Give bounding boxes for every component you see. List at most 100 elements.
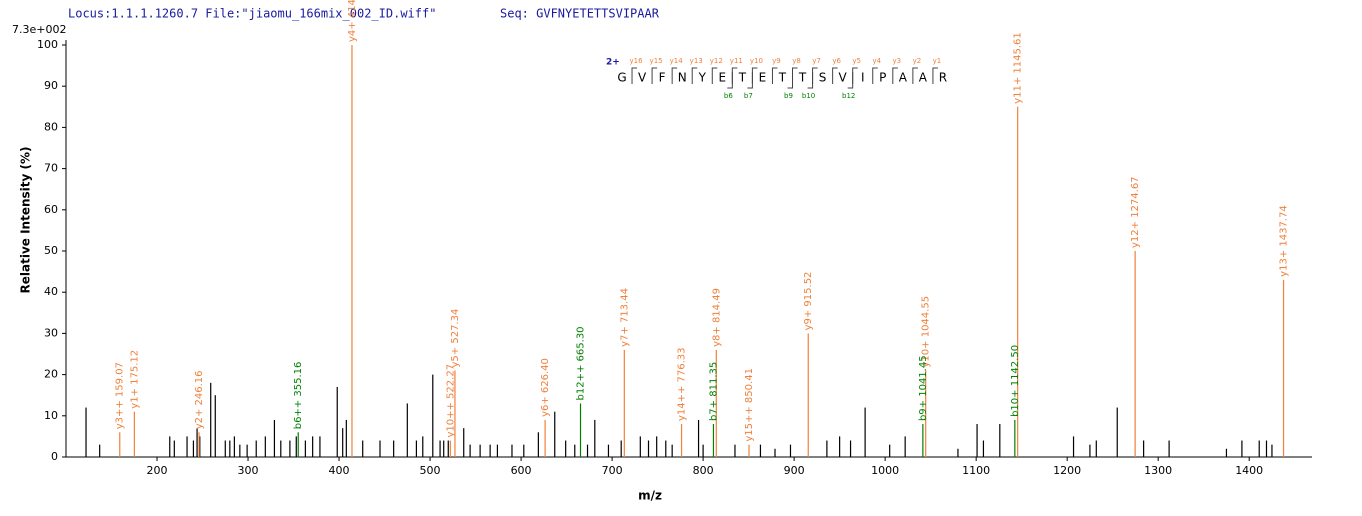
x-tick-label: 1300 — [1144, 464, 1172, 477]
y-ion: y8 — [792, 57, 801, 65]
residue: V — [638, 71, 647, 85]
y-ion-bracket — [912, 67, 918, 84]
y-ion: y12 — [710, 57, 723, 65]
residue: T — [778, 71, 787, 85]
b-ion-bracket — [787, 72, 794, 89]
peak-label: y7+ 713.44 — [619, 288, 630, 347]
y-tick-label: 90 — [44, 79, 58, 92]
y-ion: y15 — [650, 57, 663, 65]
residue: N — [678, 71, 687, 85]
residue: I — [861, 71, 865, 85]
y-ion: y3 — [893, 57, 902, 65]
y-ion-bracket — [792, 67, 798, 84]
y-ion-bracket — [932, 67, 938, 84]
y-ion-bracket — [651, 67, 658, 84]
residue: A — [899, 71, 908, 85]
peak-label: y2+ 246.16 — [194, 370, 205, 429]
peak-label: y13+ 1437.74 — [1279, 205, 1290, 277]
residue: V — [839, 71, 848, 85]
y-ion-bracket — [771, 67, 778, 84]
x-tick-label: 500 — [420, 464, 441, 477]
peak-label: y5+ 527.34 — [450, 309, 461, 368]
y-ion: y13 — [690, 57, 703, 65]
max-intensity: 7.3e+002 — [12, 23, 66, 36]
peak-label: y3++ 159.07 — [115, 362, 126, 429]
y-ion: y4 — [872, 57, 881, 65]
b-ion: b12 — [842, 92, 855, 100]
b-ion: b7 — [744, 92, 753, 100]
y-tick-label: 70 — [44, 162, 58, 175]
y-ion-bracket — [872, 67, 878, 84]
b-ion: b6 — [724, 92, 733, 100]
y-ion: y16 — [629, 57, 643, 65]
peak-label: y6+ 626.40 — [540, 358, 551, 417]
peak-label: b10+ 1142.50 — [1010, 345, 1021, 417]
x-tick-label: 900 — [784, 464, 805, 477]
peak-label: y11+ 1145.61 — [1013, 32, 1024, 104]
residue: F — [659, 71, 666, 85]
x-tick-label: 600 — [511, 464, 532, 477]
x-axis-label: m/z — [638, 489, 662, 503]
y-axis-label: Relative Intensity (%) — [19, 147, 33, 294]
y-ion-bracket — [691, 67, 698, 84]
locus-header: Locus:1.1.1.1260.7 File:"jiaomu_166mix_0… — [68, 7, 436, 21]
y-ion: y10 — [750, 57, 763, 65]
y-ion: y7 — [812, 57, 821, 65]
y-tick-label: 20 — [44, 368, 58, 381]
residue: A — [919, 71, 928, 85]
x-tick-label: 1000 — [871, 464, 899, 477]
residue: S — [819, 71, 827, 85]
y-ion-bracket — [892, 67, 898, 84]
peak-label: y10+ 1044.55 — [921, 296, 932, 368]
y-ion: y5 — [852, 57, 861, 65]
residue: Y — [698, 71, 707, 85]
y-tick-label: 0 — [51, 450, 58, 463]
y-ion: y14 — [670, 57, 684, 65]
peak-label: y9+ 915.52 — [803, 272, 814, 331]
y-ion-bracket — [731, 67, 738, 84]
residue: T — [798, 71, 807, 85]
residue: T — [738, 71, 747, 85]
y-ion-bracket — [631, 67, 638, 84]
residue: R — [939, 71, 947, 85]
y-ion-bracket — [812, 67, 818, 84]
y-ion-bracket — [671, 67, 678, 84]
y-ion: y11 — [730, 57, 743, 65]
y-ion-bracket — [852, 67, 858, 84]
peak-label: y10++ 522.27 — [445, 364, 456, 438]
b-ion-bracket — [847, 72, 854, 89]
peak-label: y15++ 850.41 — [744, 368, 755, 442]
y-tick-label: 50 — [44, 244, 58, 257]
y-tick-label: 60 — [44, 203, 58, 216]
y-ion: y6 — [832, 57, 841, 65]
peak-label: b6++ 355.16 — [293, 362, 304, 430]
b-ion-bracket — [747, 72, 753, 89]
y-ion: y9 — [772, 57, 781, 65]
peak-label: b9+ 1041.45 — [918, 355, 929, 421]
x-tick-label: 1100 — [962, 464, 990, 477]
x-tick-label: 200 — [147, 464, 168, 477]
y-tick-label: 10 — [44, 409, 58, 422]
y-ion-bracket — [711, 67, 718, 84]
y-tick-label: 100 — [37, 38, 58, 51]
x-tick-label: 1200 — [1053, 464, 1081, 477]
charge: 2+ — [606, 58, 620, 68]
x-tick-label: 700 — [602, 464, 623, 477]
b-ion: b9 — [784, 92, 793, 100]
y-ion-bracket — [832, 67, 838, 84]
sequence-header: Seq: GVFNYETETTSVIPAAR — [500, 7, 660, 21]
residue: E — [719, 71, 727, 85]
residue: G — [617, 71, 626, 85]
peak-label: y1+ 175.12 — [129, 350, 140, 409]
peak-label: y14++ 776.33 — [677, 347, 688, 421]
residue: P — [879, 71, 886, 85]
y-tick-label: 80 — [44, 120, 58, 133]
y-tick-label: 30 — [44, 326, 58, 339]
x-tick-label: 300 — [238, 464, 259, 477]
b-ion-bracket — [727, 72, 733, 89]
x-tick-label: 400 — [329, 464, 350, 477]
y-ion: y2 — [913, 57, 922, 65]
b-ion: b10 — [802, 92, 815, 100]
residue: E — [759, 71, 767, 85]
